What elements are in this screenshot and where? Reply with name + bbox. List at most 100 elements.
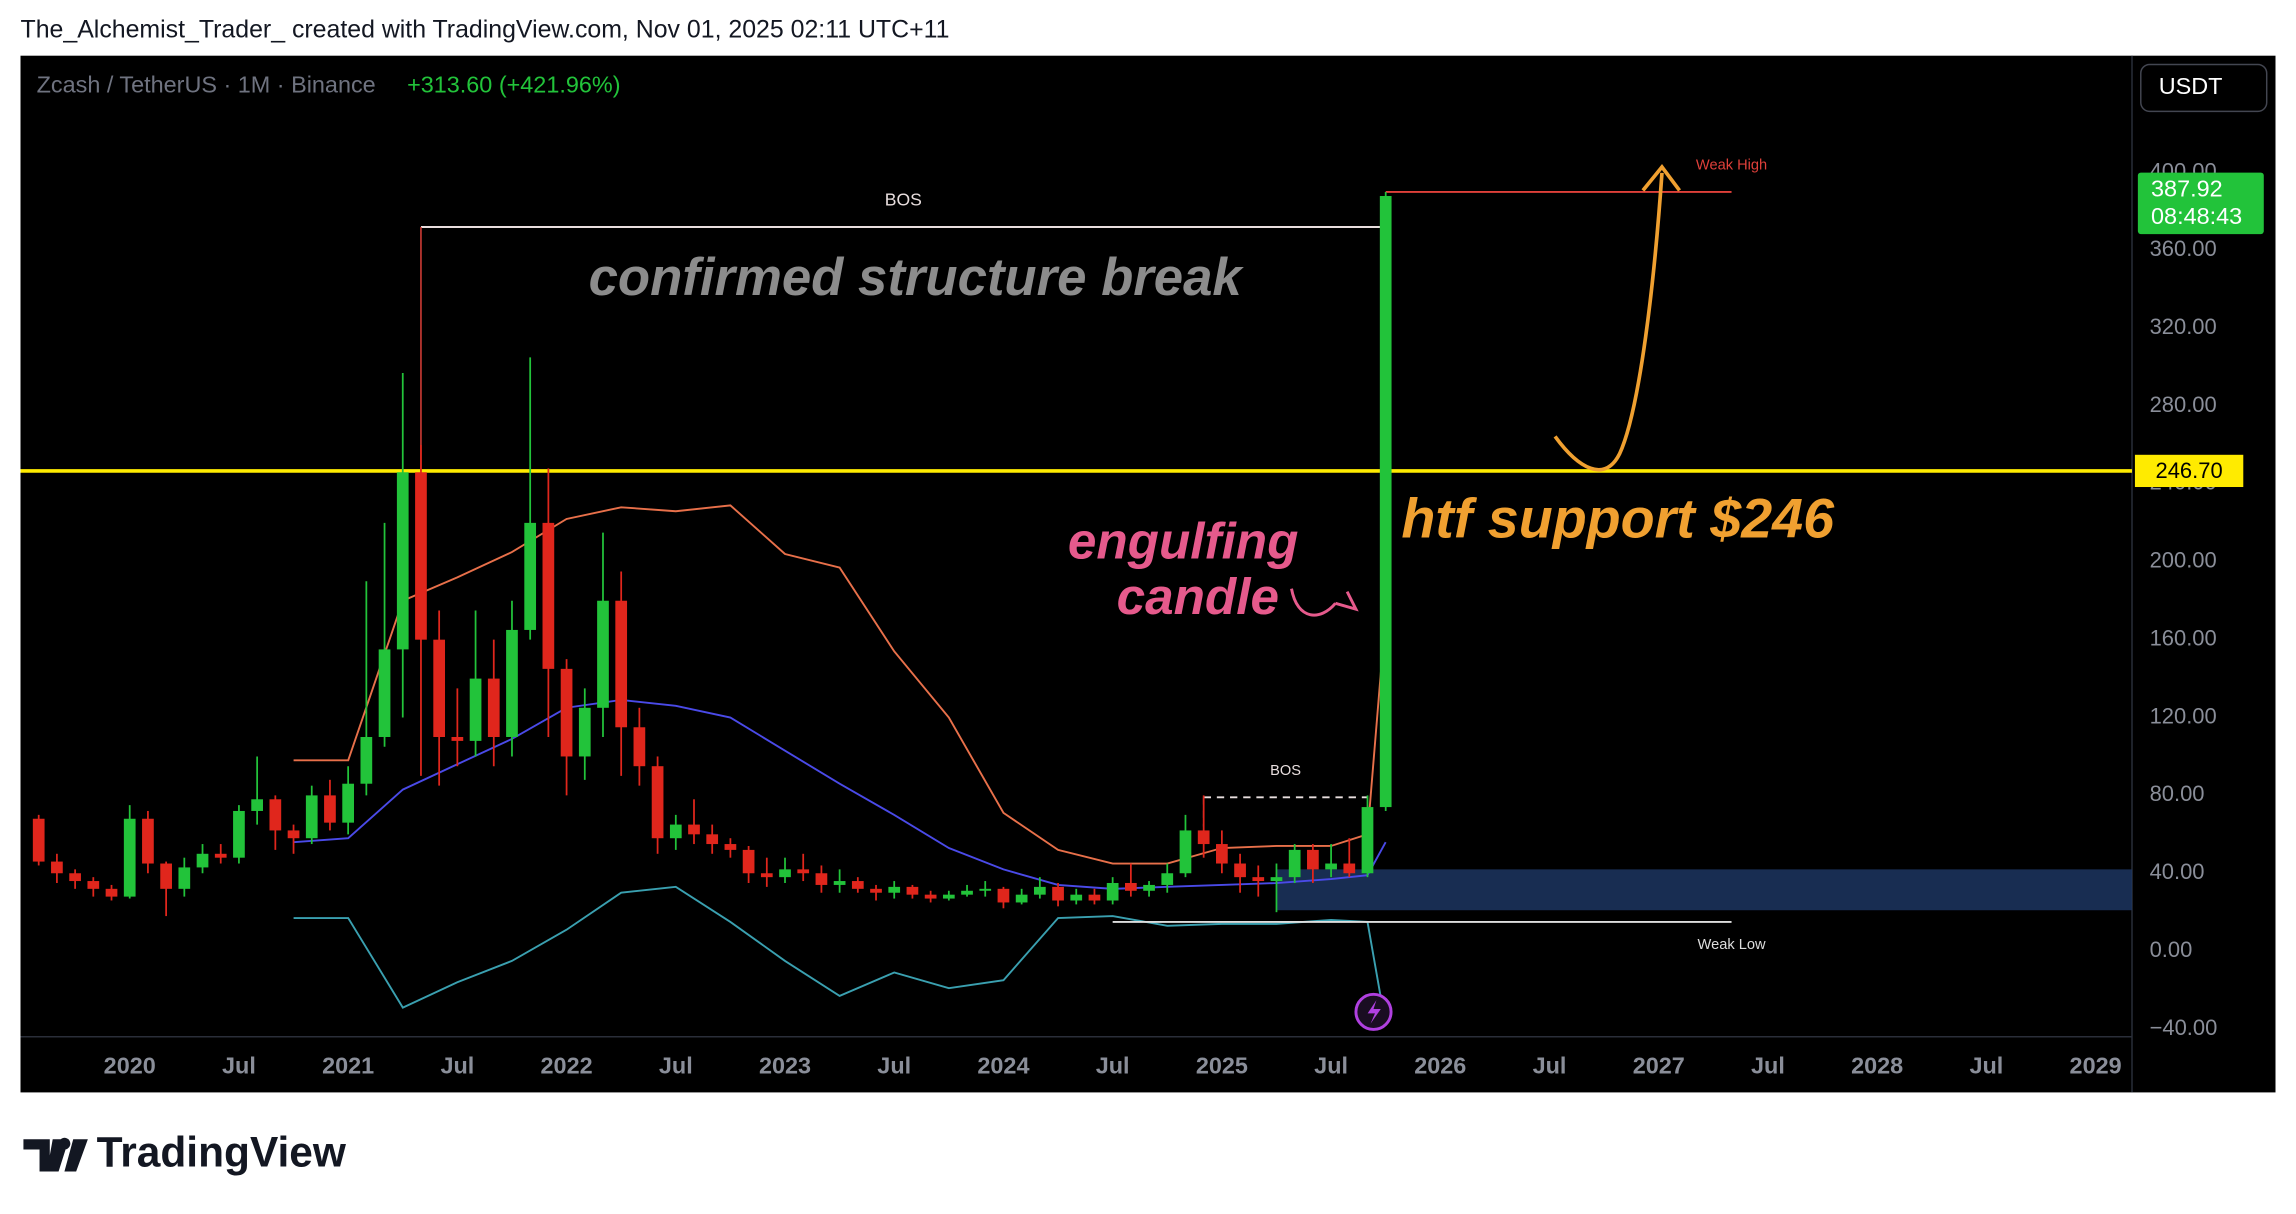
candle-body — [560, 668, 573, 757]
candle-body — [487, 678, 500, 737]
candle-body — [69, 873, 81, 882]
header: The_Alchemist_Trader_ created with Tradi… — [21, 15, 950, 43]
candle-body — [233, 810, 245, 858]
chart-background — [20, 55, 2276, 1093]
candle-body — [961, 890, 973, 895]
candle-body — [1088, 894, 1101, 901]
y-tick-label: 360.00 — [2150, 236, 2217, 261]
candle-body — [269, 799, 282, 831]
x-tick-label: 2027 — [1633, 1053, 1685, 1079]
candle-body — [396, 472, 409, 650]
candle-body — [979, 888, 992, 891]
candle-body — [797, 869, 810, 874]
band-lower — [293, 885, 1387, 1026]
last-price: 387.92 — [2151, 175, 2223, 201]
level-label: BOS — [885, 189, 922, 209]
candle-body — [451, 736, 464, 741]
currency-button[interactable] — [2140, 63, 2268, 113]
x-tick-label: 2026 — [1414, 1053, 1466, 1079]
candle-body — [524, 522, 537, 630]
candle-body — [1343, 863, 1356, 874]
band-middle — [293, 699, 1387, 890]
y-tick-label: 280.00 — [2150, 392, 2217, 417]
plot: BOS BOS Weak High Weak Low — [20, 157, 2132, 1026]
support-price-box — [2134, 454, 2244, 488]
y-tick-label: 120.00 — [2150, 703, 2217, 728]
candle-body — [942, 894, 955, 899]
y-tick-label: 80.00 — [2150, 781, 2205, 806]
change: +313.60 (+421.96%) — [407, 72, 620, 98]
candle-body — [324, 795, 336, 823]
candle-body — [1161, 873, 1174, 885]
candle-body — [724, 844, 737, 850]
candle-body — [1143, 884, 1155, 891]
zone — [1276, 869, 2132, 911]
candle-body — [469, 678, 482, 741]
candle-body — [87, 881, 100, 889]
currency[interactable]: USDT — [2159, 73, 2223, 99]
candle-body — [1325, 863, 1337, 870]
x-tick-label: 2023 — [759, 1053, 811, 1079]
x-tick-label: 2022 — [541, 1053, 593, 1079]
candle-body — [924, 894, 937, 899]
candle-body — [305, 795, 318, 839]
candle-body — [760, 873, 773, 878]
candle-body — [1288, 849, 1301, 878]
candle-body — [851, 881, 864, 889]
alert-bolt — [1367, 1000, 1381, 1024]
x-tick-label: 2029 — [2070, 1053, 2122, 1079]
candle-body — [1379, 196, 1392, 808]
last-price-box — [2137, 172, 2264, 235]
x-tick-label: Jul — [1969, 1053, 2003, 1079]
candle-body — [1015, 894, 1028, 903]
candle-body — [1033, 886, 1046, 895]
candle-body — [651, 766, 664, 839]
candle-body — [1106, 882, 1119, 901]
candle-body — [706, 834, 719, 845]
candle-body — [1216, 844, 1228, 864]
candle-body — [1361, 807, 1374, 874]
candle-body — [506, 629, 518, 737]
candle-body — [214, 853, 227, 858]
candle-body — [1307, 849, 1319, 870]
candle-body — [196, 853, 209, 868]
candle-body — [32, 818, 45, 862]
x-tick-label: Jul — [1533, 1053, 1567, 1079]
candle-body — [251, 799, 263, 811]
x-tick-label: Jul — [1096, 1053, 1130, 1079]
candle-body — [815, 873, 828, 885]
support-note: htf support $246 — [1401, 488, 1835, 550]
candle-body — [123, 818, 136, 897]
candle-body — [615, 600, 628, 728]
engulfing-note: engulfing — [1068, 512, 1299, 569]
candle-body — [669, 824, 682, 839]
candle-body — [688, 824, 700, 835]
level-label: BOS — [1270, 763, 1301, 779]
level-label: Weak Low — [1698, 937, 1766, 953]
candle-body — [360, 736, 373, 784]
candle-body — [779, 869, 791, 878]
candle-body — [342, 783, 355, 823]
candle-body — [888, 886, 901, 893]
y-tick-label: 320.00 — [2150, 314, 2217, 339]
candle-body — [178, 867, 191, 889]
candle-body — [906, 886, 919, 895]
x-tick-label: Jul — [1751, 1053, 1785, 1079]
y-tick-label: −40.00 — [2150, 1015, 2218, 1040]
orange-arrow — [1553, 164, 1681, 472]
y-tick-label: 40.00 — [2150, 859, 2205, 884]
level-label: Weak High — [1696, 157, 1767, 173]
y-tick-label: 160.00 — [2150, 625, 2217, 650]
candle-body — [1234, 863, 1246, 878]
x-tick-label: 2020 — [104, 1053, 156, 1079]
x-tick-label: Jul — [877, 1053, 911, 1079]
candle-body — [1179, 830, 1192, 874]
x-tick-label: Jul — [1314, 1053, 1348, 1079]
brand: TradingView — [97, 1129, 347, 1176]
symbol: Zcash / TetherUS · 1M · Binance — [37, 72, 376, 98]
pink-arrow — [1290, 588, 1359, 617]
x-tick-label: Jul — [440, 1053, 474, 1079]
candle-body — [997, 888, 1010, 903]
x-tick-label: 2025 — [1196, 1053, 1248, 1079]
